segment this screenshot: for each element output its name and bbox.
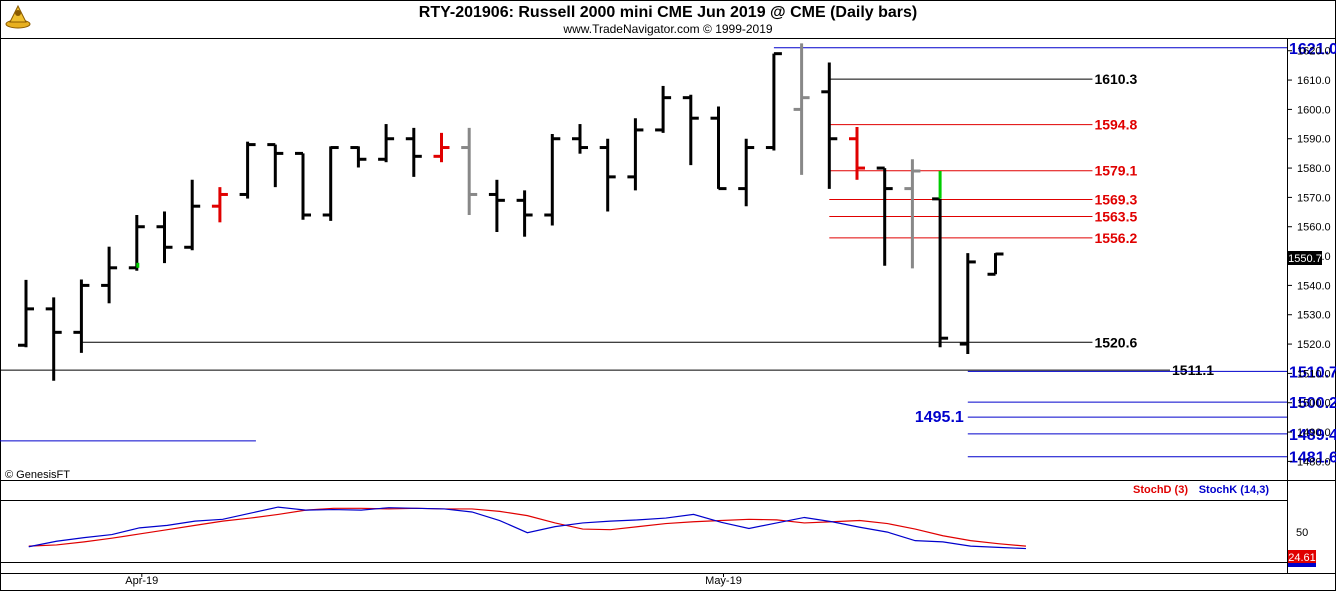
- y-tick-label: 1510.0: [1297, 368, 1331, 380]
- ohlc-bar: [239, 141, 256, 199]
- y-tick-label: 1620.0: [1297, 46, 1331, 58]
- y-tick-label: 1520.0: [1297, 339, 1331, 351]
- ohlc-bar: [156, 211, 173, 264]
- x-tick-label: Apr-19: [125, 575, 158, 587]
- level-label: 1495.1: [915, 409, 964, 426]
- y-tick-label: 1570.0: [1297, 192, 1331, 204]
- stoch-last-value: 24.61: [1288, 552, 1316, 564]
- ohlc-bar: [184, 179, 201, 251]
- y-tick-label: 1590.0: [1297, 134, 1331, 146]
- y-tick-label: 1500.0: [1297, 398, 1331, 410]
- ohlc-bar: [128, 215, 145, 271]
- ohlc-bar: [738, 138, 755, 207]
- legend-stochd: StochD (3): [1133, 484, 1188, 496]
- x-tick-label: May-19: [705, 575, 742, 587]
- level-label: 1511.1: [1172, 362, 1214, 378]
- ohlc-bar: [765, 52, 782, 151]
- ohlc-bar: [267, 143, 284, 188]
- ohlc-bar: [793, 43, 810, 175]
- y-tick-label: 1600.0: [1297, 104, 1331, 116]
- ohlc-bar: [572, 124, 588, 154]
- y-tick-label: 1490.0: [1297, 427, 1331, 439]
- ohlc-bar: [655, 85, 672, 133]
- level-label: 1520.6: [1094, 334, 1137, 350]
- level-label: 1594.8: [1094, 117, 1137, 133]
- stochastic-lines: [28, 506, 1027, 550]
- level-label: 1621.0: [1289, 41, 1336, 58]
- ohlc-bar: [710, 106, 727, 191]
- ohlc-bar: [73, 279, 90, 353]
- ohlc-bar: [959, 253, 976, 355]
- y-tick-label: 1480.0: [1297, 456, 1331, 468]
- ohlc-bar: [211, 187, 228, 223]
- chart-title: RTY-201906: Russell 2000 mini CME Jun 20…: [419, 4, 917, 21]
- last-price-label: 1550.7: [1288, 253, 1322, 265]
- chart-subtitle: www.TradeNavigator.com © 1999-2019: [562, 22, 772, 36]
- x-axis: Apr-19 May-19: [125, 573, 742, 587]
- y-tick-label: 1560.0: [1297, 222, 1331, 234]
- level-label: 1489.4: [1289, 427, 1336, 444]
- level-label: 1579.1: [1094, 163, 1137, 179]
- ohlc-bar: [45, 297, 62, 381]
- ohlc-bar: [627, 118, 644, 191]
- logo-icon: [5, 4, 31, 29]
- ohlc-bar: [821, 62, 838, 189]
- ohlc-bar: [488, 179, 505, 233]
- watermark-text: © GenesisFT: [5, 469, 70, 481]
- ohlc-bar: [322, 146, 339, 221]
- level-label: 1510.7: [1289, 364, 1336, 381]
- ohlc-bar: [405, 127, 422, 177]
- ohlc-bar: [904, 159, 921, 269]
- last-price-badge: 1550.7: [1288, 251, 1322, 265]
- stoch-tick-50: 50: [1296, 527, 1308, 539]
- ohlc-bar: [544, 134, 561, 226]
- ohlc-bar: [876, 166, 893, 266]
- y-tick-label: 1540.0: [1297, 280, 1331, 292]
- ohlc-bar: [987, 252, 1004, 276]
- ohlc-bar: [849, 127, 865, 180]
- ohlc-bar: [682, 94, 699, 166]
- stoch-series-line: [28, 506, 1026, 550]
- ohlc-bar: [932, 197, 949, 348]
- ohlc-bar: [433, 132, 450, 163]
- legend-stochk: StochK (14,3): [1199, 484, 1270, 496]
- ohlc-bar: [350, 146, 367, 168]
- level-label: 1569.3: [1094, 191, 1137, 207]
- stoch-series-line: [28, 507, 1027, 547]
- ohlc-bar: [599, 138, 616, 212]
- ohlc-bar: [18, 279, 34, 348]
- stoch-last-badge: 24.61: [1288, 550, 1316, 567]
- level-label: 1556.2: [1094, 230, 1137, 246]
- level-label: 1563.5: [1094, 208, 1137, 224]
- ohlc-bar: [378, 124, 395, 163]
- stochastic-panel: StochD (3) StochK (14,3) 50 24.61: [0, 481, 1336, 574]
- y-tick-label: 1530.0: [1297, 310, 1331, 322]
- y-tick-label: 1580.0: [1297, 163, 1331, 175]
- y-tick-label: 1610.0: [1297, 75, 1331, 87]
- level-label: 1610.3: [1094, 71, 1137, 87]
- ohlc-bar: [461, 127, 478, 215]
- ohlc-bar: [516, 190, 533, 237]
- ohlc-bar: [295, 151, 311, 220]
- price-bars: [18, 43, 1004, 381]
- level-label: 1481.6: [1289, 450, 1336, 467]
- level-label: 1500.2: [1289, 395, 1336, 412]
- ohlc-bar: [101, 246, 118, 304]
